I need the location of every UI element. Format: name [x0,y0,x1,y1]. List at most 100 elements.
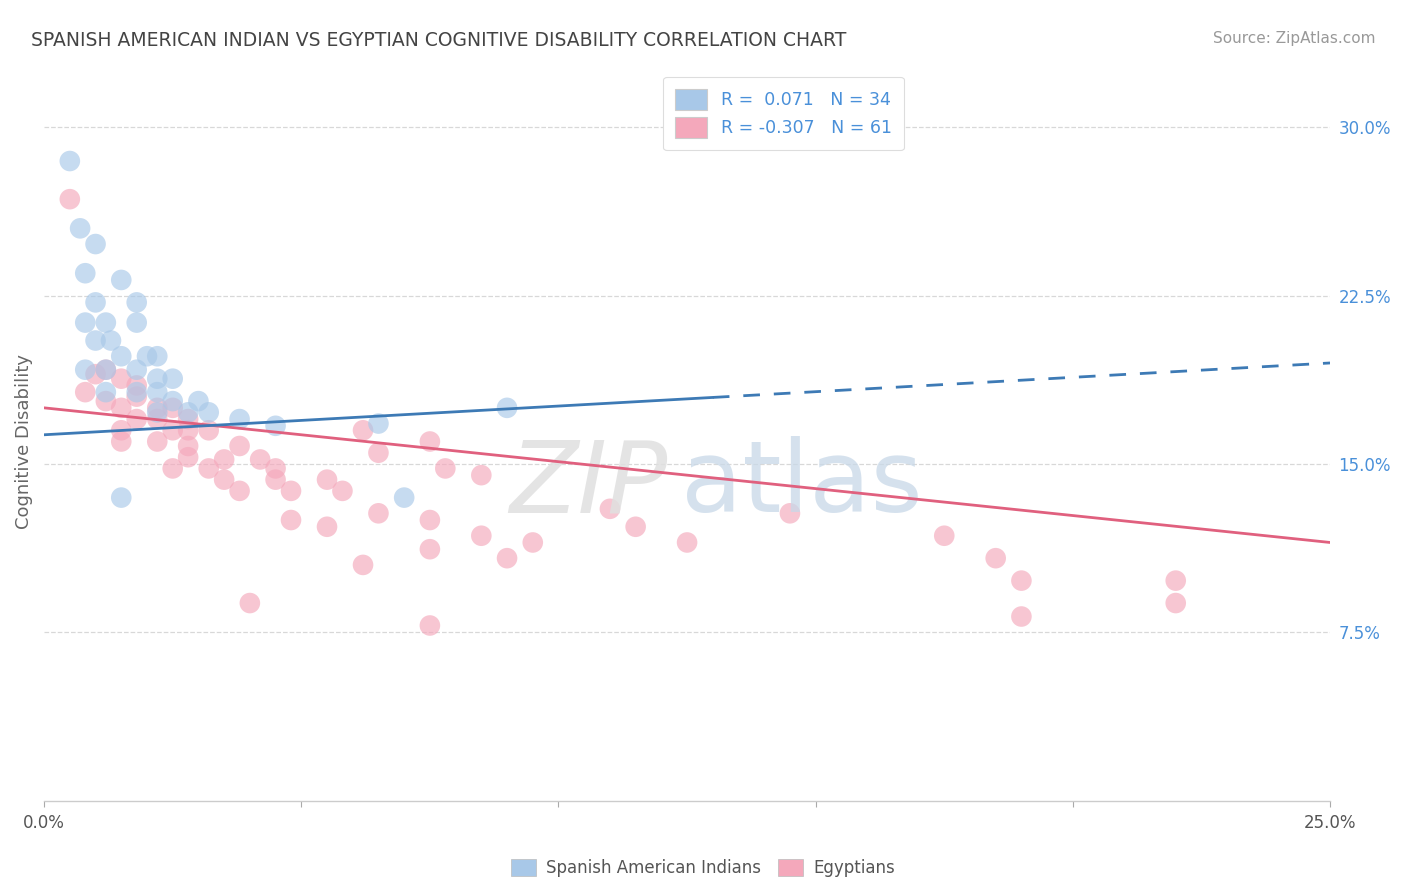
Point [984,551,1007,566]
Point [434,461,457,475]
Point [228,412,250,426]
Point [125,362,148,376]
Text: atlas: atlas [681,436,922,533]
Point [177,439,200,453]
Point [75,266,97,280]
Text: ZIP: ZIP [509,436,668,533]
Point [94,316,117,330]
Point [599,501,621,516]
Point [249,452,271,467]
Point [125,378,148,392]
Point [352,558,374,572]
Point [419,542,441,557]
Point [332,483,354,498]
Point [75,316,97,330]
Point [367,506,389,520]
Point [197,423,219,437]
Point [187,394,209,409]
Point [75,385,97,400]
Point [316,520,339,534]
Point [125,295,148,310]
Point [352,423,374,437]
Point [419,513,441,527]
Point [125,385,148,400]
Point [110,401,132,415]
Point [110,372,132,386]
Point [264,418,287,433]
Point [75,362,97,376]
Point [676,535,699,549]
Point [146,372,169,386]
Legend: R =  0.071   N = 34, R = -0.307   N = 61: R = 0.071 N = 34, R = -0.307 N = 61 [664,77,904,151]
Point [84,237,107,252]
Point [146,401,169,415]
Point [110,423,132,437]
Legend: Spanish American Indians, Egyptians: Spanish American Indians, Egyptians [505,852,901,884]
Point [419,618,441,632]
Point [136,349,159,363]
Point [162,401,184,415]
Point [177,450,200,465]
Point [162,461,184,475]
Point [470,529,492,543]
Text: SPANISH AMERICAN INDIAN VS EGYPTIAN COGNITIVE DISABILITY CORRELATION CHART: SPANISH AMERICAN INDIAN VS EGYPTIAN COGN… [31,31,846,50]
Point [316,473,339,487]
Point [162,423,184,437]
Point [110,491,132,505]
Point [624,520,647,534]
Point [125,412,148,426]
Point [779,506,801,520]
Point [69,221,91,235]
Point [367,446,389,460]
Point [59,192,82,206]
Point [280,483,302,498]
Point [1164,574,1187,588]
Point [239,596,262,610]
Point [496,401,519,415]
Point [94,362,117,376]
Point [146,434,169,449]
Y-axis label: Cognitive Disability: Cognitive Disability [15,354,32,529]
Point [110,349,132,363]
Point [84,367,107,381]
Point [228,439,250,453]
Point [1164,596,1187,610]
Point [264,473,287,487]
Point [84,295,107,310]
Point [522,535,544,549]
Point [162,372,184,386]
Point [1010,609,1032,624]
Point [367,417,389,431]
Point [392,491,415,505]
Point [146,385,169,400]
Point [100,334,122,348]
Point [264,461,287,475]
Point [197,405,219,419]
Point [146,405,169,419]
Point [84,334,107,348]
Point [146,349,169,363]
Point [419,434,441,449]
Point [177,412,200,426]
Point [212,452,235,467]
Point [177,405,200,419]
Point [110,434,132,449]
Point [94,362,117,376]
Point [110,273,132,287]
Point [59,154,82,169]
Point [94,394,117,409]
Point [197,461,219,475]
Point [146,412,169,426]
Point [177,423,200,437]
Point [94,385,117,400]
Point [162,394,184,409]
Text: Source: ZipAtlas.com: Source: ZipAtlas.com [1212,31,1375,46]
Point [1010,574,1032,588]
Point [212,473,235,487]
Point [125,316,148,330]
Point [280,513,302,527]
Point [125,390,148,404]
Point [470,468,492,483]
Point [496,551,519,566]
Point [934,529,956,543]
